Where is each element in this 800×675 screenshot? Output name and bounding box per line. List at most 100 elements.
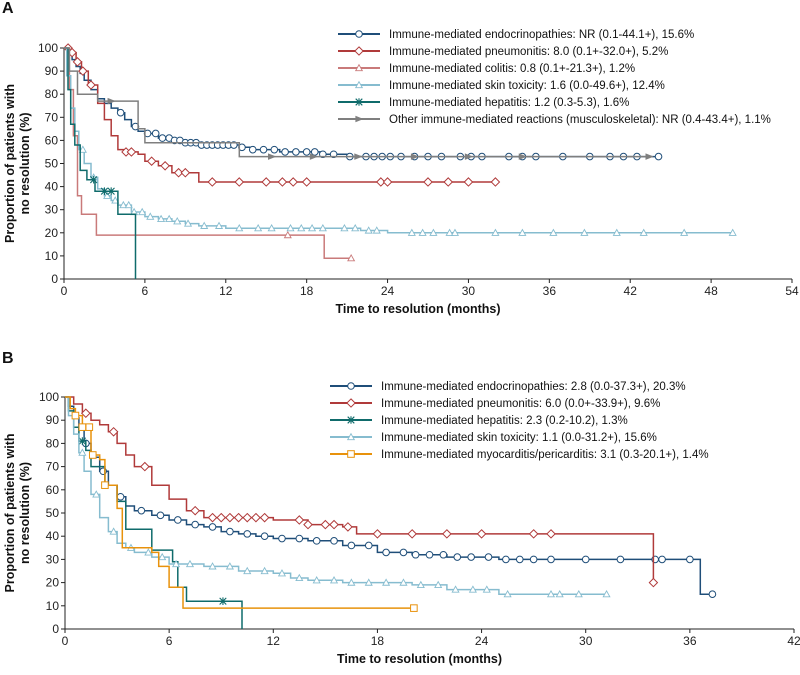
censor-mark — [92, 490, 101, 498]
censor-mark — [267, 223, 276, 232]
censor-mark — [283, 230, 292, 239]
censor-mark — [225, 512, 235, 523]
censor-mark — [654, 152, 663, 161]
censor-mark — [312, 537, 321, 545]
legend-marker — [346, 432, 356, 441]
censor-mark — [88, 451, 97, 459]
censor-mark — [71, 411, 80, 420]
series-group — [65, 396, 717, 599]
legend-marker — [355, 30, 363, 38]
censor-mark — [491, 228, 500, 236]
censor-mark — [425, 550, 434, 559]
censor-mark — [235, 223, 244, 232]
censor-mark — [165, 214, 174, 223]
censor-mark — [354, 153, 363, 160]
censor-mark — [242, 512, 253, 523]
censor-mark — [268, 153, 277, 160]
y-tick-label: 10 — [46, 599, 60, 613]
censor-mark — [708, 590, 717, 599]
censor-mark — [259, 145, 268, 154]
censor-mark — [151, 129, 160, 138]
y-tick-label: 30 — [45, 203, 59, 217]
censor-mark — [78, 66, 88, 76]
y-tick-label: 20 — [45, 226, 59, 240]
censor-mark — [78, 437, 87, 445]
censor-mark — [476, 529, 487, 539]
censor-mark — [351, 223, 360, 232]
y-tick-label: 90 — [46, 413, 60, 427]
censor-mark — [482, 585, 491, 593]
legend-entry: Other immune-mediated reactions (musculo… — [389, 114, 771, 126]
censor-mark — [107, 97, 116, 105]
panel-b-km-plot: B 0 6 12 18 24 30 36 42 0 10 20 30 40 50 60 70 80 90 100 Tim… — [2, 350, 800, 666]
censor-mark — [101, 481, 109, 489]
censor-mark — [467, 553, 475, 561]
y-tick-label: 40 — [45, 180, 59, 194]
censor-mark — [580, 228, 589, 236]
censor-mark — [518, 228, 527, 236]
x-tick-label: 24 — [381, 284, 395, 298]
series-group — [65, 396, 611, 598]
series-group — [63, 43, 501, 187]
legend-marker — [355, 115, 364, 123]
y-axis-title-line-2: no resolution (%) — [18, 462, 32, 564]
censor-mark — [364, 541, 373, 550]
censor-mark — [260, 566, 269, 575]
x-tick-label: 42 — [624, 284, 638, 298]
censor-mark — [216, 512, 227, 523]
censor-mark — [288, 177, 298, 187]
y-tick-label: 80 — [45, 87, 59, 101]
censor-mark — [294, 515, 305, 525]
censor-mark — [261, 177, 272, 187]
panel-a-km-plot: A 0 6 12 18 24 30 36 42 48 54 0 10 20 30 40 50 60 70 80 90 10… — [2, 0, 799, 316]
censor-mark — [320, 519, 331, 530]
x-tick-label: 0 — [61, 284, 68, 298]
legend-marker — [354, 80, 364, 89]
censor-mark — [549, 228, 558, 236]
censor-mark — [376, 177, 386, 187]
legend-marker — [354, 46, 364, 56]
legend-entry: Immune-mediated hepatitis: 1.2 (0.3-5.3)… — [389, 97, 629, 109]
censor-mark — [574, 589, 583, 598]
y-tick-label: 100 — [39, 390, 59, 404]
censor-mark — [546, 529, 556, 539]
censor-mark — [312, 576, 321, 584]
censor-mark — [515, 555, 524, 564]
censor-mark — [174, 516, 182, 524]
censor-mark — [158, 134, 167, 142]
censor-mark — [529, 555, 538, 564]
censor-mark — [555, 589, 564, 598]
x-tick-label: 30 — [462, 284, 476, 298]
censor-mark — [297, 223, 306, 232]
censor-mark — [100, 187, 109, 196]
y-axis-title-line-1: Proportion of patients with — [3, 433, 17, 592]
censor-mark — [602, 589, 611, 598]
x-tick-label: 18 — [300, 284, 314, 298]
censor-mark — [173, 217, 182, 225]
series-line — [65, 396, 414, 609]
censor-mark — [451, 585, 460, 593]
censor-mark — [468, 585, 477, 593]
x-tick-label: 6 — [166, 634, 173, 648]
censor-mark — [518, 153, 527, 160]
y-tick-label: 40 — [46, 529, 60, 543]
x-tick-label: 36 — [543, 284, 557, 298]
legend-entry: Immune-mediated skin toxicity: 1.6 (0.0-… — [389, 80, 665, 92]
x-tick-label: 12 — [219, 284, 233, 298]
censor-mark — [680, 228, 689, 236]
censor-mark — [111, 196, 120, 204]
censor-mark — [410, 153, 420, 160]
y-tick-label: 80 — [46, 436, 60, 450]
censor-mark — [185, 559, 195, 568]
censor-mark — [146, 156, 157, 166]
censor-mark — [382, 548, 390, 557]
censor-mark — [259, 512, 270, 523]
censor-mark — [286, 223, 295, 232]
censor-mark — [243, 530, 252, 538]
censor-mark — [445, 228, 454, 236]
censor-mark — [200, 221, 209, 229]
censor-mark — [302, 148, 311, 156]
censor-mark — [103, 191, 112, 199]
censor-mark — [399, 548, 408, 557]
x-tick-label: 0 — [62, 634, 69, 648]
